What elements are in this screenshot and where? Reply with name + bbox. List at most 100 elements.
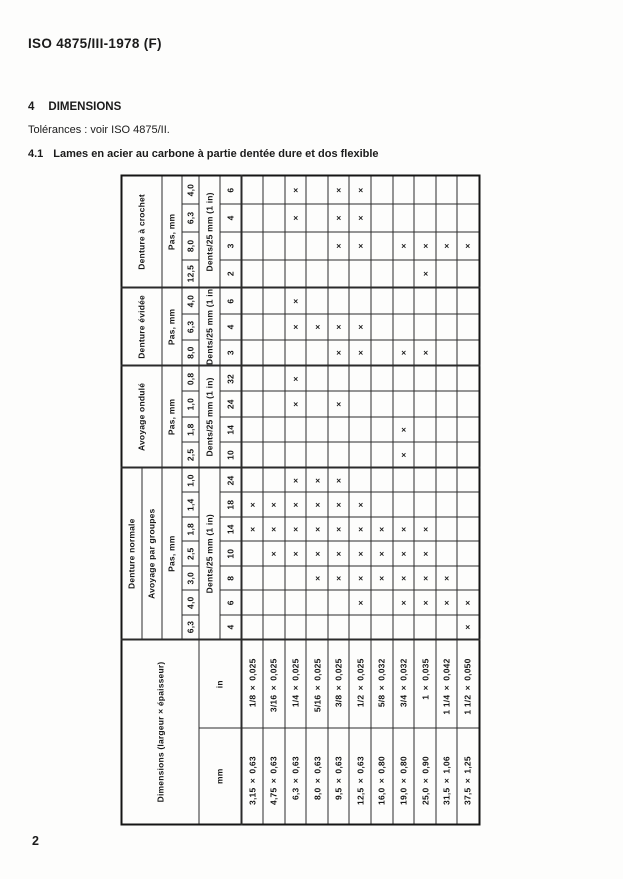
empty-cell (435, 492, 458, 517)
mark-cell: × (457, 231, 480, 260)
section-title: DIMENSIONS (48, 101, 122, 113)
empty-cell (435, 614, 458, 640)
empty-cell (371, 467, 393, 493)
empty-cell (306, 175, 328, 204)
blade-size-row: 31,5 × 1,06 1 1/4 × 0,042 × × × (435, 175, 458, 825)
pas-value-cell: 6,3 (181, 313, 199, 340)
dents-value-cell: 2 (219, 259, 242, 288)
empty-cell (241, 614, 264, 640)
mark-cell: × (327, 313, 350, 340)
mark-cell: × (349, 565, 372, 591)
subsection-title: Lames en acier au carbone à partie denté… (53, 148, 379, 160)
empty-cell (327, 259, 350, 288)
dimension-in-cell: 1/2 × 0,025 (349, 639, 372, 729)
tolerances-note: Tolérances : voir ISO 4875/II. (28, 124, 170, 136)
dimension-in-cell: 1 1/4 × 0,042 (435, 639, 458, 729)
empty-cell (241, 467, 264, 493)
pas-value-cell: 4,0 (181, 287, 199, 314)
empty-cell (263, 467, 285, 493)
mark-cell: × (306, 516, 328, 542)
subsection-number: 4.1 (28, 148, 44, 160)
empty-cell (263, 442, 285, 468)
pas-value-cell: 1,8 (181, 516, 199, 542)
empty-cell (263, 590, 285, 615)
dimension-in-cell: 1/4 × 0,025 (284, 639, 307, 729)
mark-cell: × (306, 541, 328, 566)
empty-cell (241, 442, 264, 468)
dimension-in-cell: 5/16 × 0,025 (306, 639, 328, 729)
mark-cell: × (392, 516, 415, 542)
dimension-in-cell: 3/4 × 0,032 (392, 639, 415, 729)
empty-cell (306, 259, 328, 288)
empty-cell (327, 365, 350, 392)
mark-cell: × (371, 516, 393, 542)
dimension-mm-cell: 37,5 × 1,25 (457, 728, 480, 825)
empty-cell (392, 365, 415, 392)
empty-cell (263, 203, 285, 232)
mark-cell: × (435, 590, 458, 615)
group-header-avoyage-ondule: Avoyage ondulé (121, 365, 162, 468)
dents-value-cell: 10 (219, 442, 242, 468)
dimension-in-cell: 3/8 × 0,025 (327, 639, 350, 729)
empty-cell (241, 175, 264, 204)
empty-cell (435, 442, 458, 468)
empty-cell (241, 541, 264, 566)
group-header-denture-evidee: Denture évidée (121, 287, 162, 366)
mark-cell: × (306, 467, 328, 493)
group-header-denture-a-crochet: Denture à crochet (121, 175, 162, 288)
dimension-mm-cell: 9,5 × 0,63 (327, 728, 350, 825)
empty-cell (306, 590, 328, 615)
empty-cell (457, 287, 480, 314)
mark-cell: × (327, 565, 350, 591)
empty-cell (457, 203, 480, 232)
empty-cell (392, 203, 415, 232)
empty-cell (241, 231, 264, 260)
unit-in-label: in (198, 639, 242, 729)
dimension-mm-cell: 3,15 × 0,63 (241, 728, 264, 825)
dimension-mm-cell: 25,0 × 0,90 (414, 728, 436, 825)
empty-cell (241, 287, 264, 314)
empty-cell (371, 231, 393, 260)
empty-cell (414, 391, 436, 417)
empty-cell (241, 203, 264, 232)
empty-cell (284, 231, 307, 260)
dimension-mm-cell: 6,3 × 0,63 (284, 728, 307, 825)
pas-value-cell: 6,3 (181, 614, 199, 640)
empty-cell (349, 442, 372, 468)
dents-label: Dents/25 mm (1 in) (198, 287, 220, 366)
blade-size-row: 4,75 × 0,63 3/16 × 0,025 × × × (263, 175, 285, 825)
empty-cell (284, 614, 307, 640)
empty-cell (306, 614, 328, 640)
mark-cell: × (349, 313, 372, 340)
dents-label: Dents/25 mm (1 in) (198, 365, 220, 468)
empty-cell (392, 259, 415, 288)
empty-cell (392, 313, 415, 340)
empty-cell (263, 231, 285, 260)
mark-cell: × (327, 391, 350, 417)
empty-cell (435, 175, 458, 204)
empty-cell (284, 259, 307, 288)
dimensions-header-cell: Dimensions (largeur × épaisseur) (121, 639, 199, 825)
mark-cell: × (349, 541, 372, 566)
empty-cell (349, 467, 372, 493)
empty-cell (457, 259, 480, 288)
empty-cell (392, 287, 415, 314)
empty-cell (371, 339, 393, 366)
empty-cell (371, 203, 393, 232)
mark-cell: × (414, 516, 436, 542)
empty-cell (392, 467, 415, 493)
pas-value-cell: 12,5 (181, 259, 199, 288)
mark-cell: × (327, 203, 350, 232)
mark-cell: × (263, 492, 285, 517)
empty-cell (241, 365, 264, 392)
empty-cell (349, 391, 372, 417)
empty-cell (371, 492, 393, 517)
empty-cell (241, 590, 264, 615)
mark-cell: × (241, 492, 264, 517)
empty-cell (414, 203, 436, 232)
empty-cell (435, 391, 458, 417)
empty-cell (327, 442, 350, 468)
empty-cell (435, 467, 458, 493)
empty-cell (457, 516, 480, 542)
blade-size-row: 6,3 × 0,63 1/4 × 0,025 × × × × × × × × × × (284, 175, 307, 825)
